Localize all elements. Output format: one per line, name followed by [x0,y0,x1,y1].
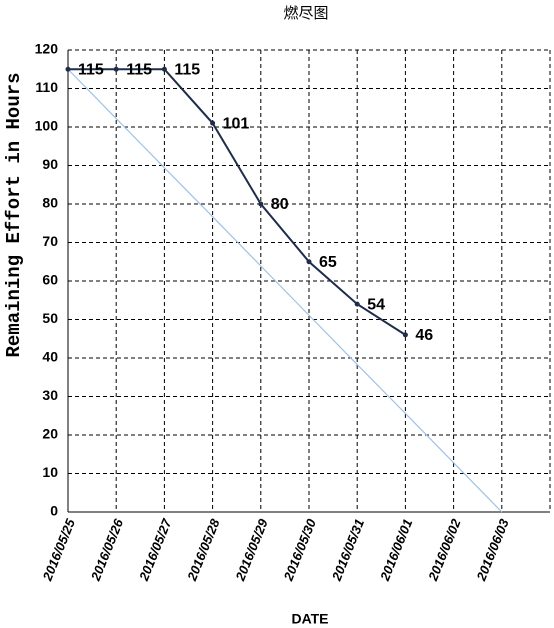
y-axis-label: Remaining Effort in Hours [3,72,25,357]
data-label: 115 [126,61,152,78]
x-tick-label: 2016/05/28 [184,516,223,584]
x-tick-label: 2016/05/31 [329,517,368,584]
point [210,120,216,126]
x-tick-label: 2016/06/01 [377,517,416,584]
data-label: 54 [367,296,385,313]
point [113,66,119,72]
y-tick-label: 100 [35,118,59,134]
series-line [68,68,406,336]
y-tick-label: 30 [42,387,58,403]
y-tick-label: 40 [42,349,58,365]
x-axis-label: DATE [291,611,328,627]
x-tick-label: 2016/05/25 [39,516,78,584]
data-label: 115 [174,61,200,78]
y-tick-label: 120 [35,41,59,57]
y-tick-label: 60 [42,272,58,288]
y-tick-label: 20 [42,426,58,442]
point [306,259,312,265]
data-label: 80 [271,196,289,213]
y-tick-label: 50 [42,310,58,326]
data-label: 101 [223,115,250,132]
y-tick-label: 110 [35,79,58,95]
point [65,66,71,72]
data-label: 46 [415,327,433,344]
point [354,301,360,307]
y-tick-label: 10 [42,464,58,480]
x-tick-label: 2016/05/29 [232,516,271,584]
data-label: 65 [319,254,337,271]
chart-title: 燃尽图 [283,4,328,22]
x-tick-label: 2016/05/27 [136,516,175,584]
point [161,66,167,72]
series-line [67,68,503,513]
data-label: 115 [78,61,104,78]
x-tick-label: 2016/06/02 [425,516,464,584]
x-tick-label: 2016/06/03 [473,516,512,584]
point [258,201,264,207]
point [402,332,408,338]
y-tick-label: 80 [42,195,58,211]
x-tick-label: 2016/05/30 [280,516,319,584]
y-tick-label: 70 [42,233,58,249]
y-tick-label: 90 [42,156,58,172]
y-tick-label: 0 [50,503,58,519]
x-tick-label: 2016/05/26 [88,516,127,584]
